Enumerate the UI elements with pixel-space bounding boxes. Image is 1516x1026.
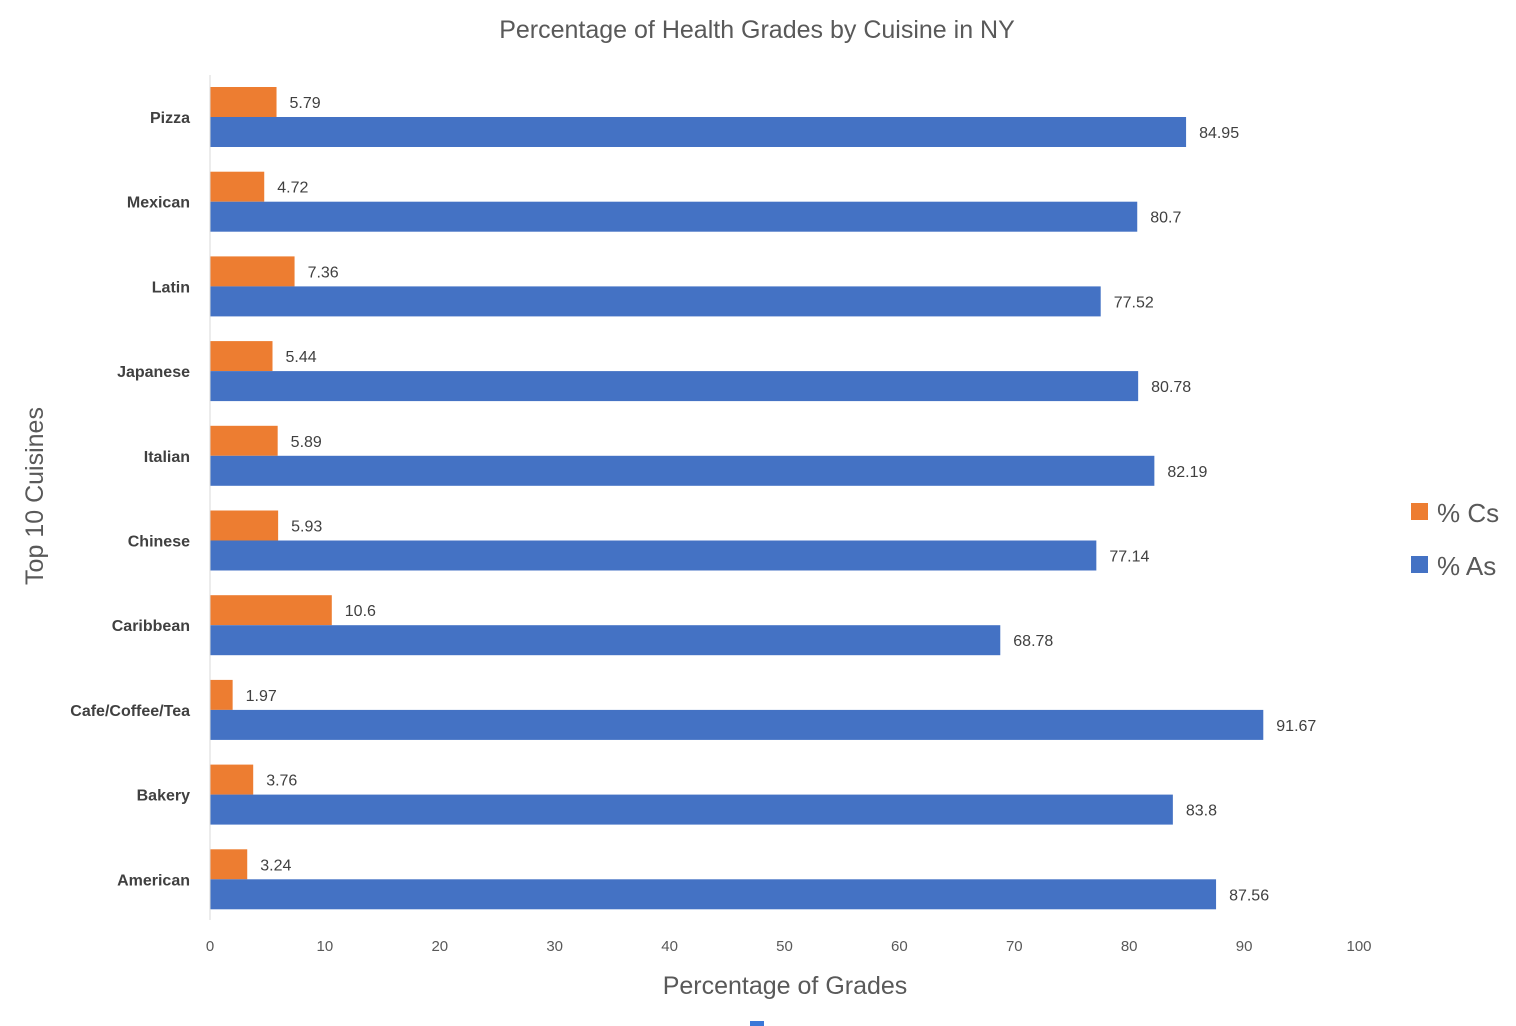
bar-pct-c (210, 87, 277, 117)
x-axis-title: Percentage of Grades (663, 972, 908, 1000)
data-label-pct-a: 77.14 (1109, 549, 1149, 566)
legend-swatch (1411, 556, 1428, 573)
x-tick-label: 60 (891, 938, 908, 955)
x-tick-label: 0 (206, 938, 214, 955)
x-tick-label: 80 (1121, 938, 1138, 955)
bar-pct-c (210, 849, 248, 880)
legend: % Cs % As (1411, 498, 1499, 581)
data-label-pct-a: 80.7 (1150, 210, 1181, 227)
category-label: Mexican (127, 195, 190, 212)
data-label-pct-a: 77.52 (1114, 294, 1154, 311)
data-label-pct-c: 10.6 (345, 603, 376, 620)
category-label: Chinese (128, 534, 190, 551)
category-label: Latin (152, 279, 190, 296)
category-label: Pizza (150, 110, 190, 127)
data-label-pct-a: 82.19 (1167, 464, 1207, 481)
data-label-pct-c: 4.72 (277, 180, 308, 197)
bar-pct-c (210, 341, 273, 372)
bar-pct-c (210, 425, 278, 456)
data-label-pct-c: 5.89 (291, 434, 322, 451)
category-label: Japanese (117, 364, 190, 381)
x-tick-label: 30 (546, 938, 563, 955)
resize-handle[interactable] (750, 1021, 764, 1026)
x-tick-label: 20 (431, 938, 448, 955)
data-label-pct-c: 7.36 (308, 264, 339, 281)
x-tick-label: 10 (317, 938, 334, 955)
bar-pct-a (210, 540, 1097, 571)
data-label-pct-a: 87.56 (1229, 887, 1269, 904)
data-label-pct-c: 5.79 (290, 95, 321, 112)
category-label: Italian (144, 449, 190, 466)
bar-pct-a (210, 286, 1101, 317)
legend-swatch (1411, 503, 1428, 520)
data-label-pct-a: 91.67 (1276, 718, 1316, 735)
bar-pct-c (210, 764, 254, 795)
x-tick-label: 100 (1346, 938, 1371, 955)
x-axis-ticks: 0 10 20 30 40 50 60 70 80 90 100 (206, 938, 1372, 955)
category-label: Cafe/Coffee/Tea (70, 703, 190, 720)
bar-pct-c (210, 171, 265, 202)
bar-pct-c (210, 595, 332, 626)
bar-pct-a (210, 879, 1217, 910)
category-labels: Pizza Mexican Latin Japanese Italian Chinese C… (70, 110, 190, 889)
data-label-pct-a: 68.78 (1013, 633, 1053, 650)
data-label-pct-a: 84.95 (1199, 125, 1239, 142)
bar-pct-a (210, 455, 1155, 486)
data-label-pct-c: 1.97 (246, 688, 277, 705)
y-axis-title: Top 10 Cuisines (21, 407, 49, 585)
chart-title: Percentage of Health Grades by Cuisine i… (499, 16, 1015, 44)
bars-group: 5.79 84.95 4.72 80.7 7.36 77.52 5.44 80.78 5.89 8… (210, 87, 1316, 910)
data-label-pct-c: 3.24 (260, 857, 291, 874)
category-label: American (117, 872, 190, 889)
data-label-pct-c: 5.44 (286, 349, 317, 366)
category-label: Caribbean (112, 618, 190, 635)
bar-pct-c (210, 679, 233, 710)
bar-pct-a (210, 371, 1139, 402)
bar-pct-a (210, 625, 1001, 656)
x-tick-label: 90 (1236, 938, 1253, 955)
bar-pct-a (210, 201, 1138, 232)
bar-pct-a (210, 794, 1173, 825)
x-tick-label: 40 (661, 938, 678, 955)
data-label-pct-a: 83.8 (1186, 803, 1217, 820)
legend-label: % As (1437, 551, 1496, 581)
legend-label: % Cs (1437, 498, 1499, 528)
bar-pct-a (210, 117, 1187, 147)
data-label-pct-c: 3.76 (266, 773, 297, 790)
category-label: Bakery (137, 788, 190, 805)
x-tick-label: 50 (776, 938, 793, 955)
data-label-pct-c: 5.93 (291, 519, 322, 536)
x-tick-label: 70 (1006, 938, 1023, 955)
bar-pct-c (210, 510, 279, 541)
data-label-pct-a: 80.78 (1151, 379, 1191, 396)
bar-pct-c (210, 256, 295, 287)
bar-pct-a (210, 709, 1264, 740)
